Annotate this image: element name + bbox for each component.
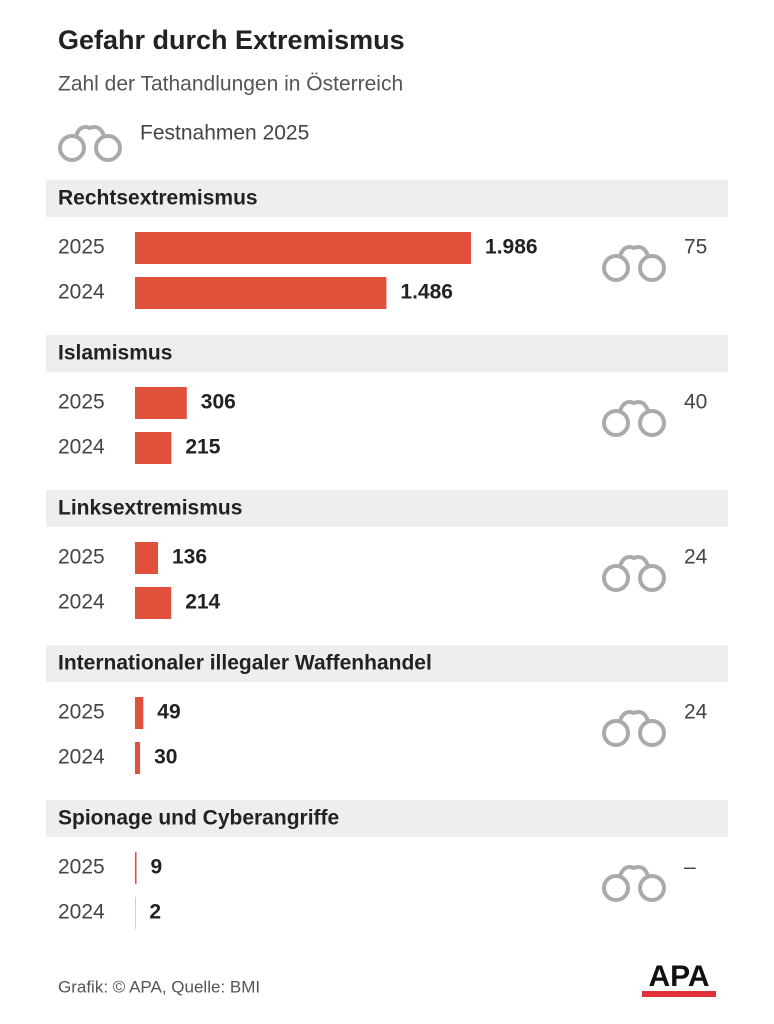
cuff	[638, 254, 666, 282]
handcuffs-icon	[602, 245, 666, 282]
cuff	[602, 409, 630, 437]
bar	[135, 742, 141, 774]
logo-bar	[642, 991, 716, 997]
bar	[135, 852, 137, 884]
group-label: Islamismus	[58, 342, 172, 365]
value-label: 215	[185, 436, 220, 459]
group-header	[46, 490, 728, 527]
cuff	[638, 564, 666, 592]
bar	[135, 587, 172, 619]
group-header	[46, 645, 728, 682]
cuff	[602, 719, 630, 747]
legend-label: Festnahmen 2025	[140, 122, 309, 145]
arrest-label: 24	[684, 701, 708, 724]
bar	[135, 697, 144, 729]
value-label: 1.986	[485, 236, 538, 259]
bar	[135, 232, 472, 264]
year-label: 2025	[58, 856, 105, 879]
source: Grafik: © APA, Quelle: BMI	[58, 977, 260, 996]
group-label: Linksextremismus	[58, 497, 242, 520]
cuff	[638, 409, 666, 437]
year-label: 2024	[58, 591, 105, 614]
cuff	[602, 874, 630, 902]
arrest-label: 40	[684, 391, 707, 414]
group-label: Internationaler illegaler Waffenhandel	[58, 652, 432, 675]
chart-subtitle: Zahl der Tathandlungen in Österreich	[58, 73, 403, 96]
year-label: 2024	[58, 436, 105, 459]
value-label: 214	[185, 591, 220, 614]
group-label: Spionage und Cyberangriffe	[58, 807, 339, 830]
arrest-label: 75	[684, 236, 707, 259]
chain	[74, 125, 106, 137]
year-label: 2025	[58, 546, 105, 569]
year-label: 2025	[58, 236, 105, 259]
chain	[618, 710, 650, 722]
value-label: 1.486	[400, 281, 453, 304]
year-label: 2025	[58, 391, 105, 414]
chart-title: Gefahr durch Extremismus	[58, 25, 405, 55]
chain	[618, 245, 650, 257]
year-label: 2025	[58, 701, 105, 724]
value-label: 9	[151, 856, 163, 879]
handcuffs-icon	[602, 400, 666, 437]
handcuffs-icon	[602, 710, 666, 747]
chain	[618, 555, 650, 567]
chain	[618, 865, 650, 877]
arrest-label: 24	[684, 546, 708, 569]
value-label: 30	[154, 746, 177, 769]
handcuffs-icon	[602, 865, 666, 902]
value-label: 306	[201, 391, 236, 414]
group-header	[46, 335, 728, 372]
group-label: Rechtsextremismus	[58, 187, 258, 210]
cuff	[602, 254, 630, 282]
chain	[618, 400, 650, 412]
cuff	[638, 874, 666, 902]
legend-icon	[58, 125, 122, 162]
value-label: 49	[157, 701, 180, 724]
handcuffs-icon	[602, 555, 666, 592]
cuff	[602, 564, 630, 592]
year-label: 2024	[58, 901, 105, 924]
value-label: 136	[172, 546, 207, 569]
cuff	[58, 134, 86, 162]
bar	[135, 432, 172, 464]
logo: APA	[648, 960, 709, 993]
value-label: 2	[149, 901, 161, 924]
handcuffs-icon	[58, 125, 122, 162]
arrest-label: –	[684, 856, 696, 879]
cuff	[638, 719, 666, 747]
bar	[135, 277, 387, 309]
bar	[135, 387, 187, 419]
group-header	[46, 800, 728, 837]
group-header	[46, 180, 728, 217]
cuff	[94, 134, 122, 162]
year-label: 2024	[58, 281, 105, 304]
year-label: 2024	[58, 746, 105, 769]
bar	[135, 542, 159, 574]
